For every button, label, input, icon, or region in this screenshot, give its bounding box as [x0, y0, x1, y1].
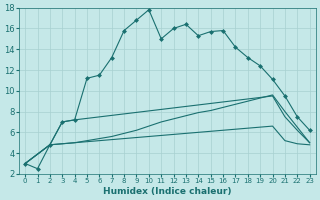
X-axis label: Humidex (Indice chaleur): Humidex (Indice chaleur) [103, 187, 232, 196]
